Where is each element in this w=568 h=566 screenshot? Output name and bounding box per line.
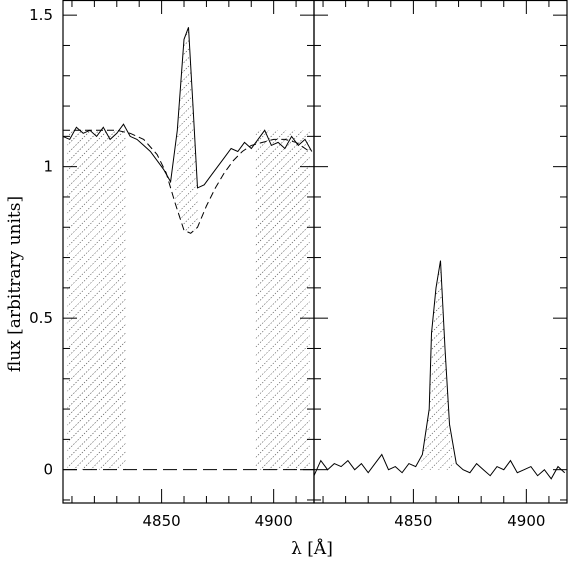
y-tick-label: 0	[43, 461, 53, 479]
x-tick-label: 4900	[255, 512, 293, 530]
x-tick-label: 4850	[143, 512, 181, 530]
continuum-window-1	[67, 130, 126, 470]
emission-line-fill	[420, 260, 455, 470]
y-tick-label: 0.5	[29, 309, 53, 327]
left-panel: 4850 4900 0 0.5 1 1.5	[29, 0, 315, 530]
right-panel: 4850 4900	[313, 0, 568, 530]
y-tick-label: 1.5	[29, 6, 53, 24]
continuum-fit-line	[63, 129, 310, 234]
x-tick-label: 4900	[507, 512, 545, 530]
y-axis-label: flux [arbitrary units]	[5, 196, 25, 372]
spectrum-line	[313, 260, 566, 480]
plot-frame	[313, 0, 568, 504]
continuum-window-2	[255, 130, 310, 470]
spectrum-line	[62, 27, 313, 189]
x-tick-label: 4850	[394, 512, 432, 530]
x-axis-label: λ [Å]	[291, 538, 333, 559]
y-tick-label: 1	[43, 158, 53, 176]
line-residual-fill	[175, 27, 198, 234]
